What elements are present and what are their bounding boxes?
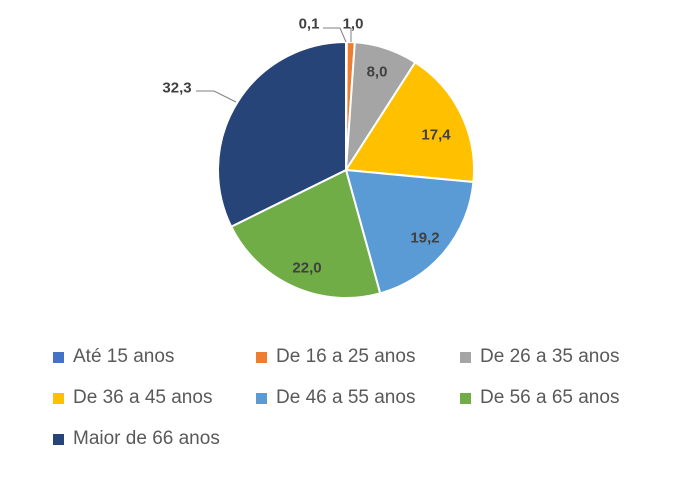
leader-line bbox=[323, 27, 347, 43]
data-label: 19,2 bbox=[410, 230, 439, 247]
data-label: 1,0 bbox=[343, 16, 364, 33]
data-label: 22,0 bbox=[292, 260, 321, 277]
leader-line bbox=[196, 90, 237, 103]
data-label: 0,1 bbox=[299, 16, 320, 33]
data-label: 32,3 bbox=[162, 80, 191, 97]
pie-slice bbox=[229, 168, 382, 299]
data-labels: 0,1 1,0 8,0 17,4 19,2 22,0 32,3 bbox=[162, 16, 451, 277]
pie-slices bbox=[217, 40, 475, 299]
pie-slice bbox=[344, 60, 475, 184]
data-label: 17,4 bbox=[421, 127, 451, 144]
pie-slice bbox=[217, 40, 347, 229]
pie-slice bbox=[344, 168, 475, 295]
leader-lines bbox=[196, 27, 352, 103]
data-label: 8,0 bbox=[367, 64, 388, 81]
